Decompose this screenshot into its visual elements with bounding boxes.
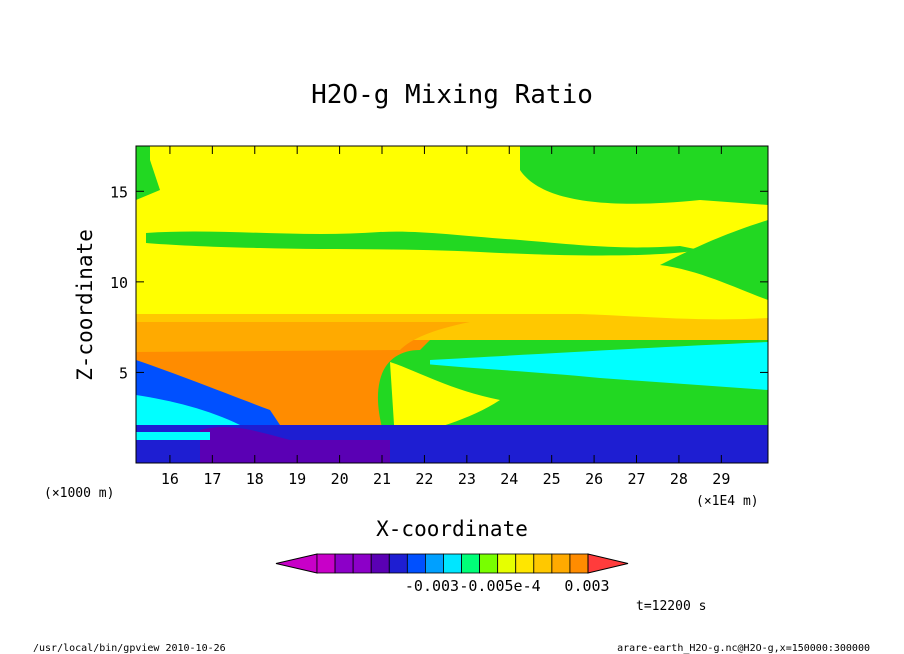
footer-left: /usr/local/bin/gpview 2010-10-26 <box>33 643 226 654</box>
x-tick-label: 22 <box>415 470 433 488</box>
colorbar-label-1: -0.003 <box>405 577 459 595</box>
time-label: t=12200 s <box>636 599 706 614</box>
colorbar-swatch <box>515 553 535 574</box>
colorbar-swatch <box>461 553 480 574</box>
y-axis-label: Z-coordinate <box>73 229 97 381</box>
colorbar-swatch <box>370 553 390 574</box>
colorbar-swatch <box>497 553 517 574</box>
x-tick-label: 27 <box>627 470 645 488</box>
x-tick-label: 19 <box>288 470 306 488</box>
colorbar-swatch <box>388 553 408 574</box>
colorbar-arrow-right <box>587 553 629 574</box>
footer-right: arare-earth_H2O-g.nc@H2O-g,x=150000:3000… <box>617 643 870 654</box>
chart-title: H2O-g Mixing Ratio <box>311 80 593 110</box>
x-tick-label: 18 <box>246 470 264 488</box>
colorbar-label-2: -0.005e-4 <box>459 577 540 595</box>
colorbar-swatch <box>551 553 571 574</box>
x-tick-label: 28 <box>670 470 688 488</box>
x-axis-label: X-coordinate <box>376 517 528 541</box>
x-tick-label: 24 <box>500 470 518 488</box>
band-yellow-right <box>390 362 500 440</box>
plot-frame <box>135 145 769 464</box>
x-axis: 16 17 18 19 20 21 22 23 24 25 26 27 28 29 <box>161 146 730 488</box>
colorbar <box>275 553 629 574</box>
x-tick-label: 21 <box>373 470 391 488</box>
colorbar-swatch <box>479 553 499 574</box>
contour-field <box>135 145 769 464</box>
x-tick-label: 23 <box>458 470 476 488</box>
colorbar-swatch <box>334 553 354 574</box>
x-tick-label: 26 <box>585 470 603 488</box>
x-units-right: (×1E4 m) <box>696 494 759 509</box>
y-tick-label: 10 <box>110 274 128 292</box>
colorbar-swatch <box>569 553 589 574</box>
band-cyan-strip-left <box>136 432 210 440</box>
band-orange-mid <box>136 322 470 352</box>
colorbar-swatch <box>352 553 372 574</box>
x-tick-label: 20 <box>331 470 349 488</box>
colorbar-swatch <box>424 553 444 574</box>
band-green-strip <box>146 231 700 256</box>
colorbar-label-3: 0.003 <box>564 577 609 595</box>
colorbar-swatch <box>443 553 462 574</box>
y-axis: 5 10 15 <box>110 183 768 382</box>
x-tick-label: 29 <box>712 470 730 488</box>
colorbar-swatch <box>533 553 553 574</box>
colorbar-swatch <box>406 553 426 574</box>
x-tick-label: 17 <box>203 470 221 488</box>
colorbar-swatch <box>316 553 336 574</box>
band-cyan-lower-left <box>136 395 240 432</box>
y-tick-label: 15 <box>110 183 128 201</box>
colorbar-arrow-left <box>275 553 318 574</box>
x-units-left: (×1000 m) <box>44 486 114 501</box>
x-tick-label: 16 <box>161 470 179 488</box>
band-purple-ground <box>200 427 390 463</box>
x-tick-label: 25 <box>543 470 561 488</box>
y-tick-label: 5 <box>119 364 128 382</box>
band-darkpurple-strip-right <box>390 430 768 450</box>
